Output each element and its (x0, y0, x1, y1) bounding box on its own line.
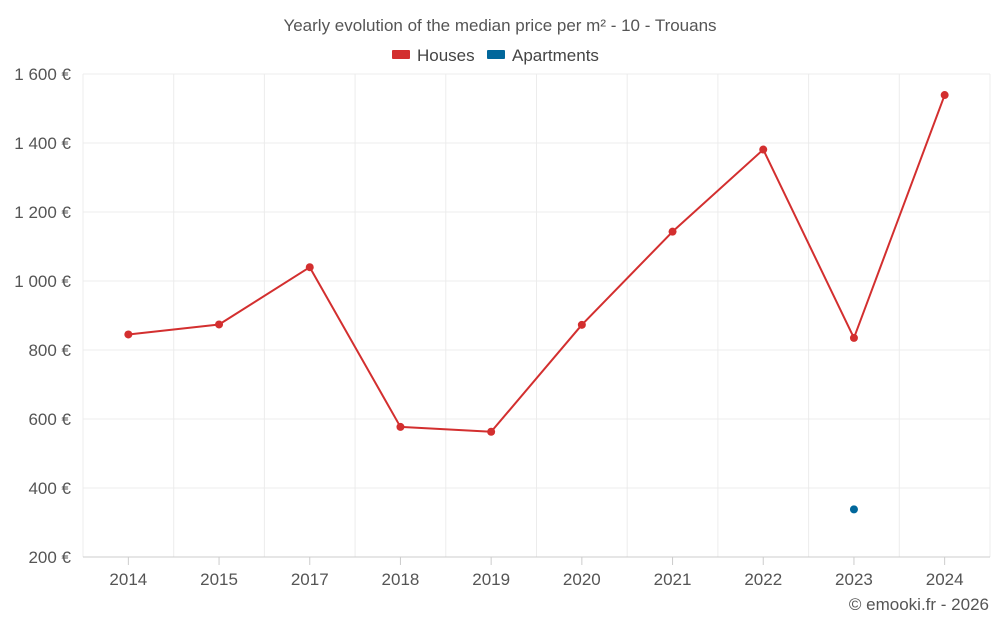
y-tick-label-600: 600 € (28, 410, 71, 429)
x-tick-label-2018: 2018 (382, 570, 420, 589)
chart-title: Yearly evolution of the median price per… (283, 16, 716, 35)
data-point-houses-2015[interactable] (215, 320, 224, 329)
legend: Houses Apartments (392, 46, 599, 65)
data-point-houses-2019[interactable] (487, 427, 496, 436)
data-point-houses-2024[interactable] (940, 91, 949, 100)
y-tick-label-1200: 1 200 € (14, 203, 71, 222)
legend-label-apartments: Apartments (512, 46, 599, 65)
data-point-houses-2021[interactable] (668, 227, 677, 236)
credit-text: © emooki.fr - 2026 (849, 595, 989, 614)
data-point-houses-2020[interactable] (577, 320, 586, 329)
legend-swatch-houses (392, 50, 410, 59)
x-tick-label-2024: 2024 (926, 570, 964, 589)
y-tick-label-1000: 1 000 € (14, 272, 71, 291)
legend-item-apartments[interactable]: Apartments (487, 46, 599, 65)
series-line-houses (128, 94, 946, 433)
legend-item-houses[interactable]: Houses (392, 46, 475, 65)
x-axis-tick-labels: 2014 2015 2017 2018 2019 2020 2021 2022 2023 2024 (109, 557, 964, 589)
y-tick-label-400: 400 € (28, 479, 71, 498)
data-point-houses-2017[interactable] (305, 263, 314, 272)
series-points (124, 91, 949, 514)
y-axis-tick-labels: 200 € 400 € 600 € 800 € 1 000 € 1 200 € 1 400 … (14, 65, 71, 567)
x-tick-label-2015: 2015 (200, 570, 238, 589)
data-point-houses-2018[interactable] (396, 422, 405, 431)
y-tick-label-800: 800 € (28, 341, 71, 360)
x-tick-label-2021: 2021 (654, 570, 692, 589)
x-gridlines (82, 74, 991, 557)
x-tick-label-2019: 2019 (472, 570, 510, 589)
legend-label-houses: Houses (417, 46, 475, 65)
x-tick-label-2014: 2014 (109, 570, 147, 589)
data-point-houses-2022[interactable] (759, 145, 768, 154)
y-tick-label-1600: 1 600 € (14, 65, 71, 84)
y-tick-label-1400: 1 400 € (14, 134, 71, 153)
data-point-houses-2014[interactable] (124, 330, 133, 339)
data-point-apartments-2023[interactable] (849, 505, 858, 514)
data-point-houses-2023[interactable] (849, 333, 858, 342)
series-lines (128, 94, 946, 433)
x-tick-label-2023: 2023 (835, 570, 873, 589)
y-tick-label-200: 200 € (28, 548, 71, 567)
x-tick-label-2022: 2022 (744, 570, 782, 589)
legend-swatch-apartments (487, 50, 505, 59)
x-tick-label-2017: 2017 (291, 570, 329, 589)
x-tick-label-2020: 2020 (563, 570, 601, 589)
